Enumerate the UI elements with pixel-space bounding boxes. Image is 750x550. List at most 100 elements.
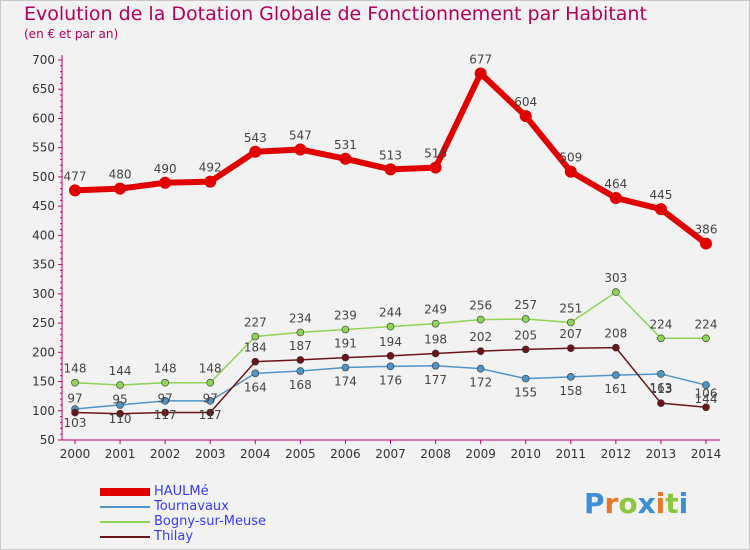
x-tick-label: 2008	[420, 447, 451, 461]
data-point-tournavaux	[206, 397, 215, 405]
logo-letter: i	[678, 487, 689, 520]
logo-letter: r	[604, 487, 619, 520]
y-tick-label: 700	[32, 53, 55, 67]
data-point-bogny-sur-meuse	[431, 319, 440, 328]
data-label-haulme: 386	[695, 223, 718, 237]
data-point-bogny-sur-meuse	[206, 378, 215, 387]
data-point-bogny-sur-meuse	[521, 315, 530, 323]
data-label-thilay: 205	[514, 328, 537, 342]
x-tick-label: 2006	[330, 447, 361, 461]
data-point-thilay	[386, 352, 395, 360]
data-label-bogny-sur-meuse: 251	[559, 301, 582, 315]
data-label-thilay: 187	[289, 339, 312, 353]
legend-swatch-thilay	[100, 536, 150, 538]
data-point-thilay	[521, 345, 530, 354]
data-label-tournavaux: 110	[109, 412, 132, 426]
data-label-bogny-sur-meuse: 148	[64, 362, 87, 376]
y-tick-label: 650	[32, 82, 55, 96]
data-point-tournavaux	[657, 370, 665, 378]
logo-letter: x	[637, 487, 656, 520]
data-label-tournavaux: 117	[154, 408, 177, 422]
legend-label-tournavaux: Tournavaux	[154, 499, 229, 514]
x-tick-label: 2010	[510, 447, 541, 461]
data-point-thilay	[341, 353, 350, 362]
data-label-thilay: 207	[559, 327, 582, 341]
data-label-tournavaux: 174	[334, 375, 357, 389]
data-point-tournavaux	[296, 367, 305, 375]
data-point-bogny-sur-meuse	[251, 332, 260, 341]
data-label-thilay: 97	[203, 392, 218, 406]
data-label-thilay: 97	[67, 392, 82, 406]
data-point-haulme	[384, 163, 397, 176]
data-label-thilay: 184	[244, 341, 267, 355]
data-point-haulme	[339, 152, 352, 165]
y-tick-label: 550	[32, 141, 55, 155]
data-point-tournavaux	[161, 397, 169, 405]
data-point-haulme	[564, 165, 577, 178]
data-point-thilay	[476, 347, 485, 355]
data-point-thilay	[431, 349, 440, 358]
data-label-bogny-sur-meuse: 227	[244, 316, 267, 330]
data-point-haulme	[474, 67, 487, 80]
data-point-thilay	[296, 356, 305, 364]
data-point-haulme	[700, 237, 712, 250]
data-point-haulme	[294, 143, 307, 156]
data-point-tournavaux	[386, 362, 395, 371]
data-label-haulme: 543	[244, 131, 267, 145]
data-label-tournavaux: 177	[424, 373, 447, 387]
data-label-tournavaux: 172	[469, 376, 492, 390]
data-point-tournavaux	[521, 374, 530, 383]
legend-swatch-haulme	[100, 488, 150, 496]
y-tick-label: 400	[32, 228, 55, 242]
x-tick-label: 2011	[556, 447, 587, 461]
data-label-tournavaux: 164	[244, 380, 267, 394]
x-tick-label: 2013	[646, 447, 677, 461]
data-label-haulme: 516	[424, 147, 447, 161]
data-label-thilay: 194	[379, 335, 402, 349]
legend-label-haulme: HAULMé	[154, 484, 209, 499]
data-point-haulme	[249, 145, 262, 158]
data-label-tournavaux: 144	[695, 392, 718, 406]
data-label-haulme: 445	[649, 188, 672, 202]
data-label-thilay: 113	[649, 382, 672, 396]
data-point-haulme	[519, 110, 532, 123]
logo-letter: i	[655, 487, 666, 520]
data-point-thilay	[702, 403, 710, 412]
data-point-tournavaux	[612, 371, 620, 379]
data-label-haulme: 509	[559, 151, 582, 165]
data-label-thilay: 106	[695, 386, 718, 400]
data-point-thilay	[116, 409, 124, 418]
data-point-bogny-sur-meuse	[71, 378, 79, 387]
data-label-bogny-sur-meuse: 249	[424, 303, 447, 317]
y-tick-label: 300	[32, 287, 55, 301]
data-point-haulme	[204, 175, 217, 188]
proxiti-logo: Proxiti	[584, 487, 688, 520]
data-label-bogny-sur-meuse: 303	[604, 271, 627, 285]
data-label-thilay: 95	[112, 393, 127, 407]
data-label-haulme: 490	[154, 162, 177, 176]
data-label-haulme: 464	[604, 177, 627, 191]
x-tick-label: 2005	[285, 447, 316, 461]
data-point-bogny-sur-meuse	[702, 334, 710, 343]
data-label-bogny-sur-meuse: 256	[469, 299, 492, 313]
data-label-bogny-sur-meuse: 148	[154, 362, 177, 376]
data-point-thilay	[566, 344, 575, 353]
data-point-bogny-sur-meuse	[116, 381, 124, 389]
data-point-haulme	[69, 184, 81, 197]
data-point-thilay	[657, 399, 665, 407]
data-label-bogny-sur-meuse: 234	[289, 311, 312, 325]
data-label-tournavaux: 168	[289, 378, 312, 392]
data-point-thilay	[161, 408, 169, 417]
data-label-haulme: 547	[289, 128, 312, 142]
data-point-bogny-sur-meuse	[161, 378, 169, 387]
data-point-tournavaux	[341, 363, 350, 372]
data-point-bogny-sur-meuse	[612, 288, 620, 296]
x-tick-label: 2001	[105, 447, 136, 461]
y-tick-label: 350	[32, 258, 55, 272]
y-tick-label: 200	[32, 345, 55, 359]
y-tick-label: 100	[32, 404, 55, 418]
x-tick-label: 2000	[60, 447, 91, 461]
x-tick-label: 2003	[195, 447, 226, 461]
chart-subtitle: (en € et par an)	[24, 27, 119, 41]
